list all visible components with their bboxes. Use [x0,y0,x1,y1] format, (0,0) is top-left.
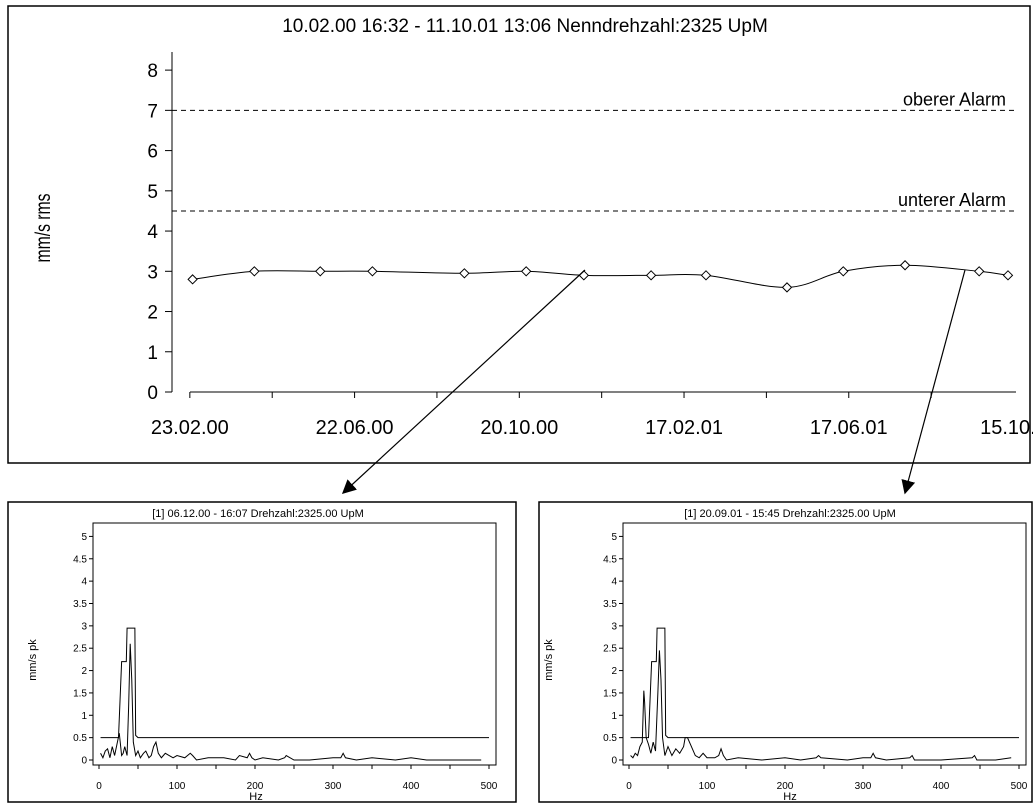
spectrum-left-y-tick-label: 3.5 [73,599,87,610]
trend-chart: 10.02.00 16:32 - 11.10.01 13:06 Nenndreh… [7,5,1033,464]
spectrum-left-y-tick-label: 1.5 [73,688,87,699]
spectrum-left-signal-line [100,643,482,761]
trend-data-point [1002,270,1014,281]
arrow-to-right-spectrum [901,269,966,495]
trend-data-point [249,266,260,277]
spectrum-right-y-tick-label: 0.5 [603,733,617,744]
spectrum-left-y-tick-label: 2 [81,666,87,677]
spectrum-left-y-tick-label: 5 [81,532,87,543]
spectrum-left-y-tick-label: 0.5 [73,733,87,744]
spectrum-right-x-tick-label: 100 [699,781,716,792]
trend-data-point [838,266,849,277]
spectrum-left-title: [1] 06.12.00 - 16:07 Drehzahl:2325.00 Up… [152,508,364,520]
spectrum-right-y-label: mm/s pk [543,639,555,681]
spectrum-left-y-tick-label: 4 [81,577,87,588]
spectrum-right-y-tick-label: 2 [611,666,617,677]
spectrum-left-envelope-line [100,627,489,739]
trend-data-point [367,266,378,277]
spectrum-right-y-tick-label: 5 [611,532,617,543]
trend-data-point [520,266,532,277]
trend-y-tick-label: 3 [147,262,158,283]
trend-data-point [899,260,911,271]
trend-x-tick-label: 17.06.01 [810,417,888,439]
spectrum-left-y-tick-label: 0 [81,756,87,767]
spectrum-left-y-label: mm/s pk [27,639,39,681]
trend-data-point [781,282,793,293]
upper-alarm-label: oberer Alarm [903,89,1006,109]
lower-alarm-label: unterer Alarm [898,190,1006,210]
spectrum-right-y-tick-label: 4 [611,577,617,588]
trend-y-tick-label: 1 [147,343,158,364]
trend-data-point [315,266,326,277]
spectrum-right-envelope-line [630,627,1019,739]
spectrum-right-x-tick-label: 400 [933,781,950,792]
trend-data-point [645,270,657,281]
spectrum-right-x-tick-label: 0 [626,781,632,792]
trend-chart-frame [7,5,1031,464]
trend-x-tick-label: 15.10.0 [980,417,1033,439]
trend-x-tick-label: 22.06.00 [316,417,394,439]
spectrum-right-x-tick-label: 300 [855,781,872,792]
spectrum-right-frame [538,501,1033,803]
arrow-to-left-spectrum [341,269,586,494]
trend-y-tick-label: 6 [147,142,158,163]
spectrum-right-x-tick-label: 200 [777,781,794,792]
trend-x-tick-label: 17.02.01 [645,417,723,439]
trend-data-point [700,270,712,281]
trend-y-tick-label: 8 [147,61,158,82]
trend-data-point [187,274,198,285]
trend-y-tick-label: 0 [147,383,158,404]
spectrum-right-y-tick-label: 3.5 [603,599,617,610]
spectrum-left-x-tick-label: 400 [403,781,420,792]
spectrum-left-x-label: Hz [249,791,262,803]
trend-x-tick-label: 20.10.00 [480,417,558,439]
trend-y-tick-label: 4 [147,222,158,243]
spectrum-right-y-tick-label: 0 [611,756,617,767]
spectrum-right-y-tick-label: 4.5 [603,554,617,565]
spectrum-right-y-tick-label: 3 [611,621,617,632]
trend-x-tick-label: 23.02.00 [151,417,229,439]
trend-y-tick-label: 5 [147,182,158,203]
trend-y-tick-label: 2 [147,303,158,324]
spectrum-left-y-tick-label: 2.5 [73,644,87,655]
spectrum-left-x-tick-label: 100 [169,781,186,792]
spectrum-right-y-tick-label: 1 [611,711,617,722]
spectrum-right-signal-line [630,650,1012,761]
trend-chart-title: 10.02.00 16:32 - 11.10.01 13:06 Nenndreh… [282,16,768,37]
trend-y-axis-label: mm/s rms [31,193,55,262]
trend-data-point [973,266,985,277]
spectrum-right: [1] 20.09.01 - 15:45 Drehzahl:2325.00 Up… [538,501,1033,803]
trend-series-line [192,264,1009,288]
spectrum-left-y-tick-label: 1 [81,711,87,722]
spectrum-left-x-tick-label: 0 [96,781,102,792]
spectrum-right-x-tick-label: 500 [1011,781,1028,792]
spectrum-right-y-tick-label: 1.5 [603,688,617,699]
spectrum-left: [1] 06.12.00 - 16:07 Drehzahl:2325.00 Up… [7,501,517,803]
trend-y-tick-label: 7 [147,101,158,122]
spectrum-left-y-tick-label: 4.5 [73,554,87,565]
spectrum-right-x-label: Hz [783,791,796,803]
spectrum-left-x-tick-label: 500 [481,781,498,792]
spectrum-right-y-tick-label: 2.5 [603,644,617,655]
spectrum-left-x-tick-label: 200 [247,781,264,792]
spectrum-right-title: [1] 20.09.01 - 15:45 Drehzahl:2325.00 Up… [684,508,896,520]
spectrum-left-x-tick-label: 300 [325,781,342,792]
spectrum-left-y-tick-label: 3 [81,621,87,632]
trend-data-point [459,268,470,279]
